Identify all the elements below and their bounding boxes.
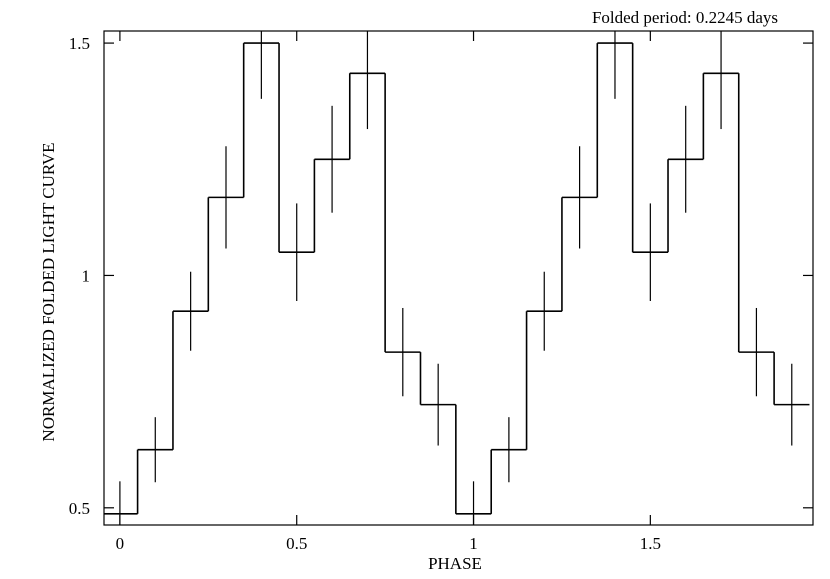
y-tick-label: 0.5: [69, 499, 90, 518]
y-tick-label: 1.5: [69, 34, 90, 53]
annotation: Folded period: 0.2245 days: [592, 8, 778, 27]
x-tick-label: 0.5: [286, 534, 307, 553]
x-axis-label: PHASE: [428, 554, 482, 573]
y-tick-label: 1: [82, 266, 91, 285]
plot-area: [104, 31, 810, 525]
y-axis-label: NORMALIZED FOLDED LIGHT CURVE: [39, 142, 58, 441]
x-tick-label: 1.5: [640, 534, 661, 553]
plot-frame: [103, 30, 814, 526]
x-tick-label: 0: [116, 534, 125, 553]
x-tick-label: 1: [469, 534, 478, 553]
